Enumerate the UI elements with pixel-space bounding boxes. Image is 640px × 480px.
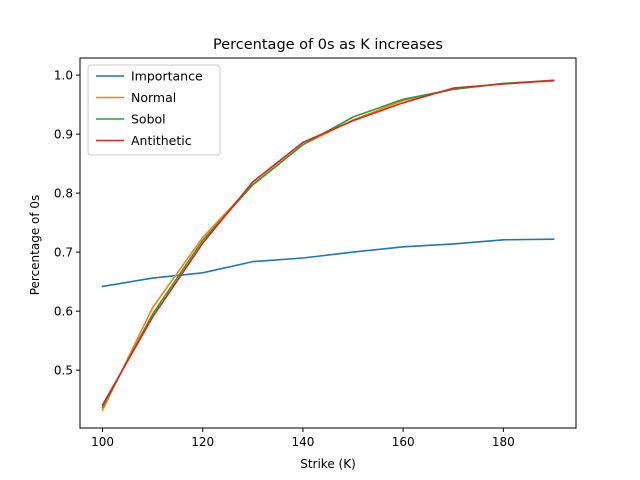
y-tick-label: 0.9 xyxy=(54,128,73,142)
legend-box xyxy=(87,64,221,156)
plot-area xyxy=(101,79,555,412)
x-axis-label: Strike (K) xyxy=(300,457,356,471)
y-tick-label: 0.6 xyxy=(54,305,73,319)
legend-label-normal: Normal xyxy=(131,90,176,105)
y-tick-label: 1.0 xyxy=(54,69,73,83)
x-tick-label: 140 xyxy=(291,435,314,449)
legend-label-importance: Importance xyxy=(131,69,203,84)
y-tick-label: 0.5 xyxy=(54,364,73,378)
y-axis-label: Percentage of 0s xyxy=(28,195,42,296)
y-axis: 0.5 0.6 0.7 0.8 0.9 1.0 xyxy=(54,69,80,378)
x-tick-label: 160 xyxy=(392,435,415,449)
x-tick-label: 120 xyxy=(191,435,214,449)
x-tick-label: 100 xyxy=(91,435,114,449)
legend: Importance Normal Sobol Antithetic xyxy=(87,64,221,156)
y-tick-label: 0.8 xyxy=(54,187,73,201)
series-line-importance xyxy=(101,238,555,288)
legend-label-antithetic: Antithetic xyxy=(131,133,192,148)
series-line-antithetic xyxy=(101,79,555,407)
y-tick-label: 0.7 xyxy=(54,246,73,260)
x-axis: 100 120 140 160 180 xyxy=(91,428,515,449)
x-tick-label: 180 xyxy=(492,435,515,449)
chart-title: Percentage of 0s as K increases xyxy=(213,37,443,53)
legend-label-sobol: Sobol xyxy=(131,112,166,127)
plot-frame xyxy=(79,57,577,429)
